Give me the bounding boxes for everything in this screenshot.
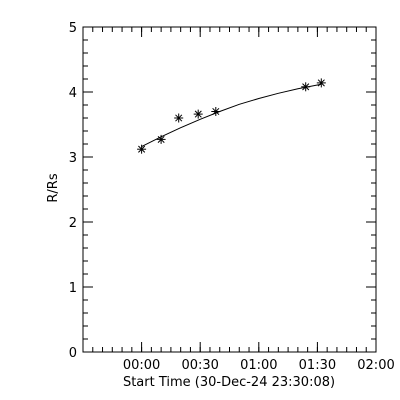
y-tick-label: 4 — [69, 86, 77, 101]
x-tick-label: 00:30 — [181, 358, 218, 373]
data-point — [137, 144, 147, 154]
asterisk-stroke — [138, 145, 146, 153]
y-tick-label: 5 — [69, 21, 77, 36]
x-tick-label: 01:00 — [240, 358, 277, 373]
major-ticks — [83, 26, 377, 353]
x-tick-label: 02:00 — [357, 358, 394, 373]
x-tick-label: 00:00 — [123, 358, 160, 373]
data-point — [193, 109, 203, 119]
asterisk-stroke — [175, 114, 183, 122]
y-tick-label: 2 — [69, 216, 77, 231]
fit-curve — [141, 83, 322, 148]
y-axis-title: R/Rs — [46, 173, 61, 202]
x-tick-label: 01:30 — [299, 358, 336, 373]
x-axis-title: Start Time (30-Dec-24 23:30:08) — [123, 375, 335, 390]
y-tick-label: 3 — [69, 151, 77, 166]
plot-frame — [82, 26, 377, 353]
y-tick-label: 0 — [69, 346, 77, 361]
asterisk-stroke — [194, 110, 202, 118]
minor-ticks — [83, 27, 376, 352]
data-point — [174, 113, 184, 123]
data-markers — [137, 78, 326, 154]
asterisk-stroke — [302, 83, 310, 91]
y-tick-label: 1 — [69, 281, 77, 296]
data-point — [301, 82, 311, 92]
asterisk-stroke — [317, 79, 325, 87]
tick-labels: 00:00 00:30 01:00 01:30 02:00 0 1 2 3 4 5 — [69, 21, 395, 373]
asterisk-stroke — [157, 135, 165, 143]
data-point — [211, 107, 221, 116]
asterisk-stroke — [212, 107, 220, 116]
data-point — [156, 134, 166, 144]
data-point — [316, 78, 326, 88]
